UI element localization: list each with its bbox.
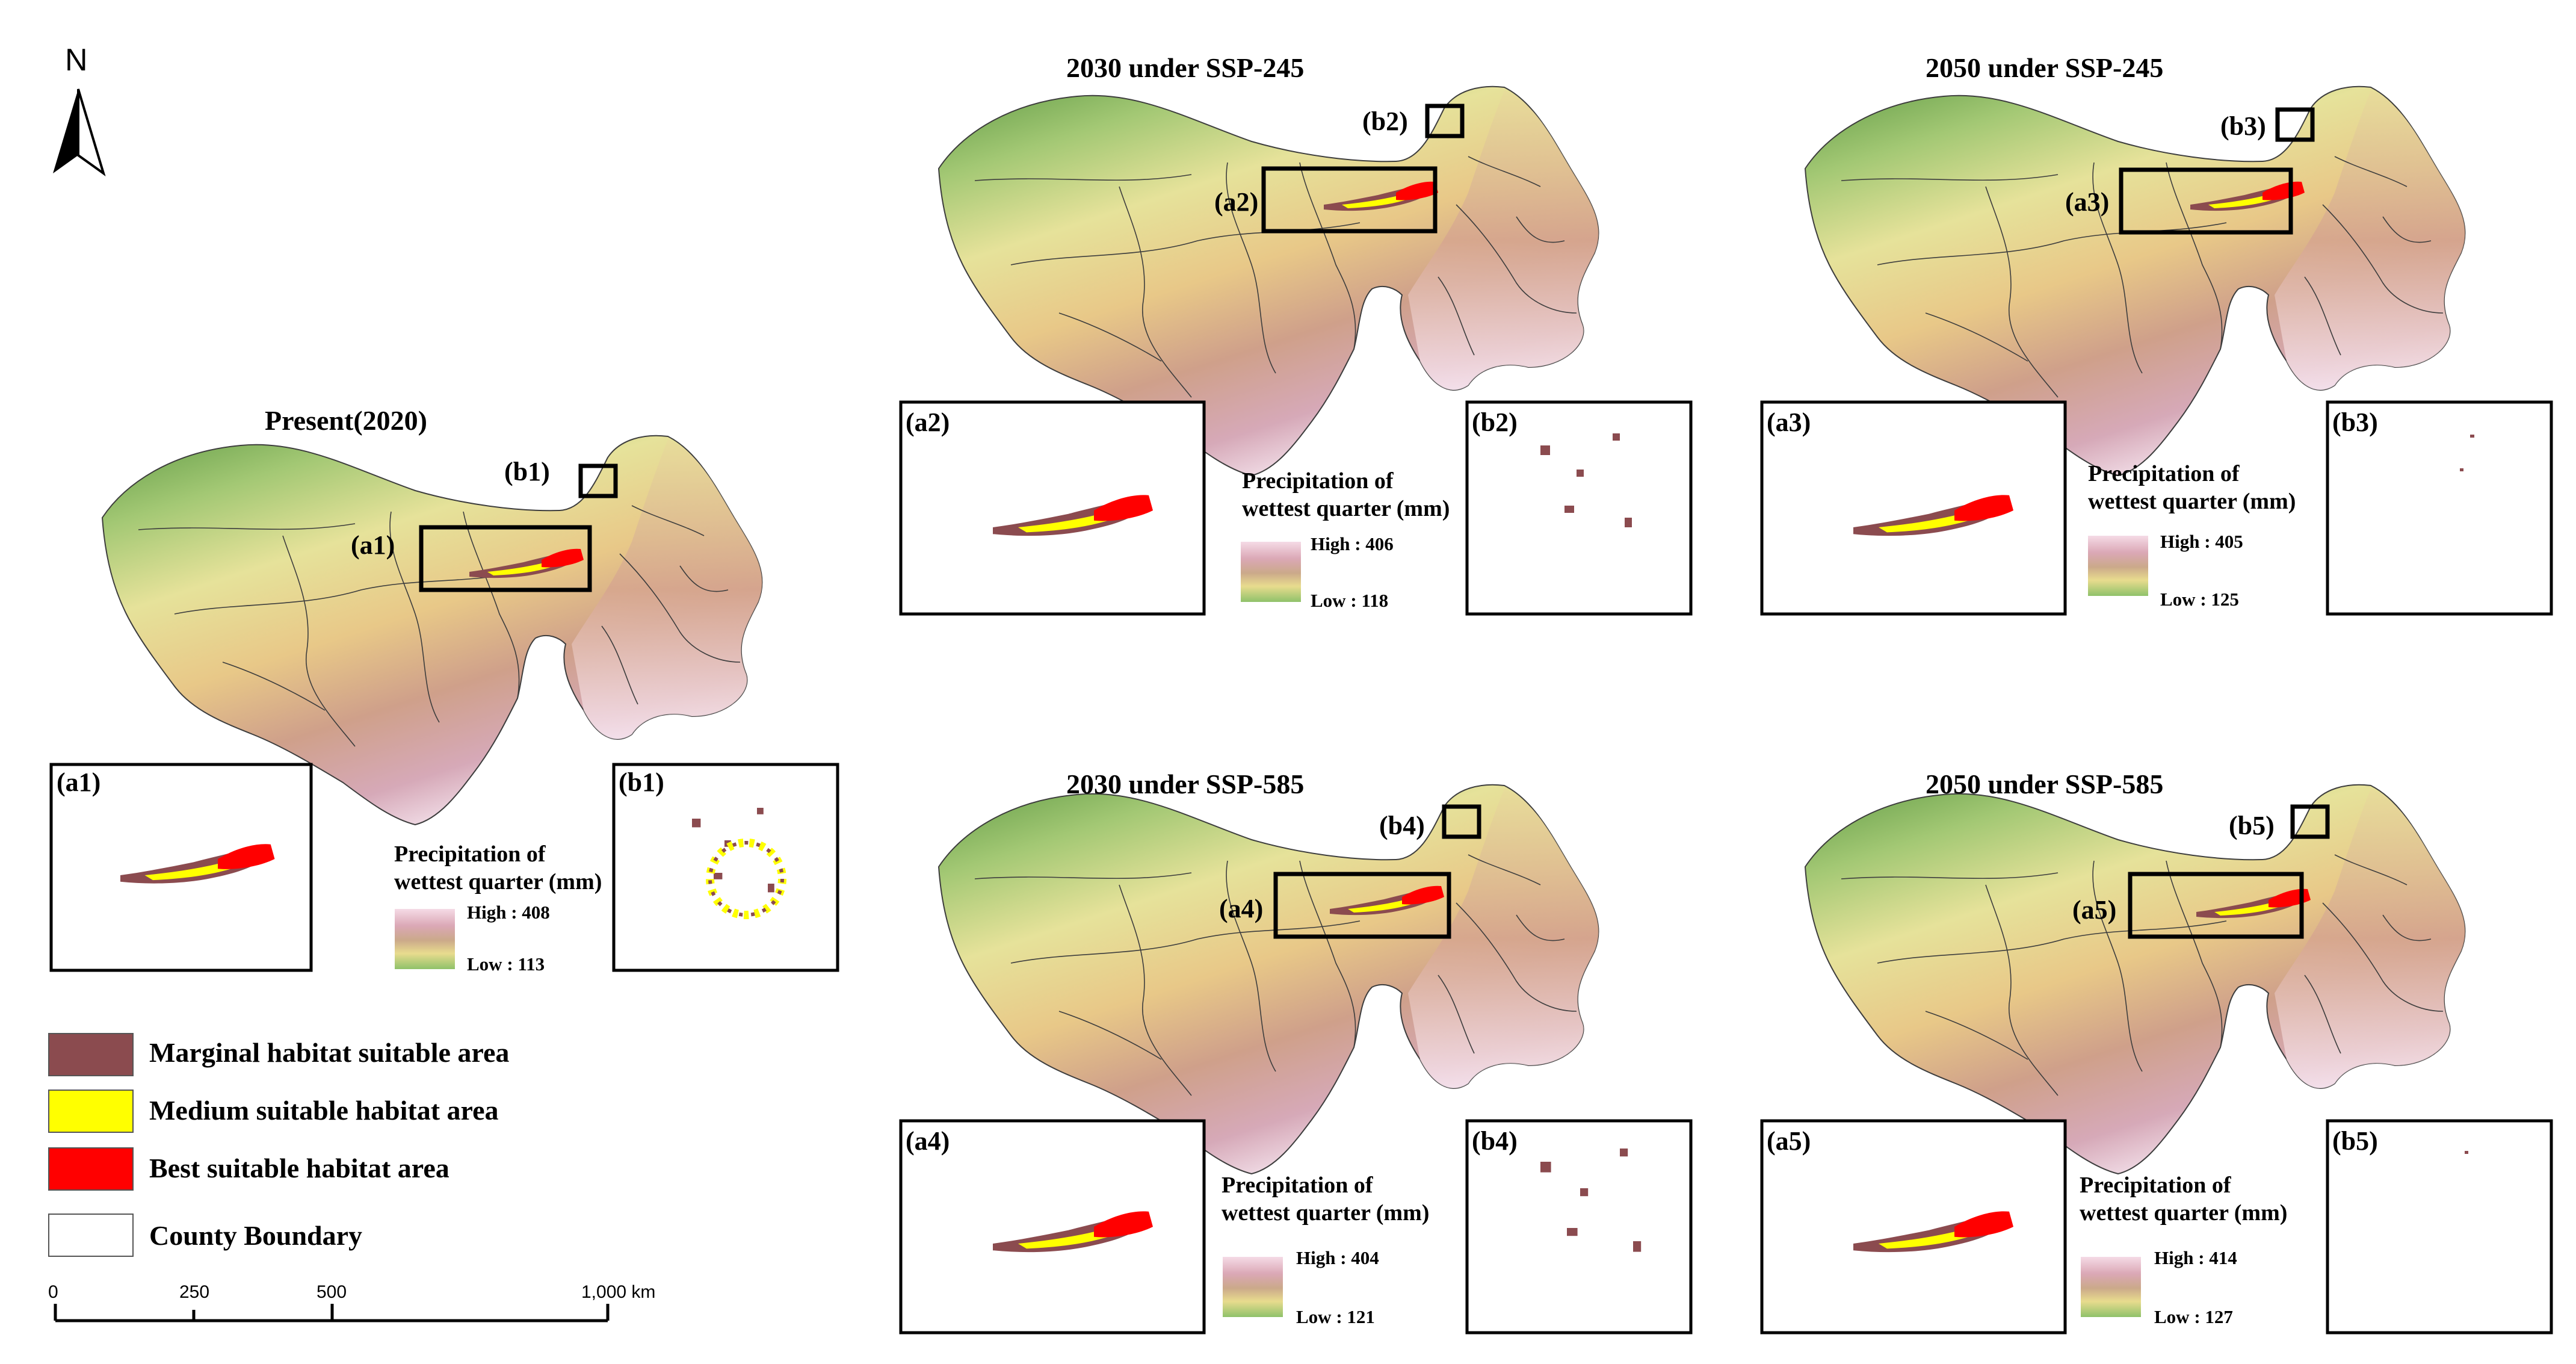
inset-frame-b3	[2275, 107, 2315, 142]
panel-title-2030-585: 2030 under SSP-585	[1066, 769, 1305, 799]
legend-low-2050-585: Low : 127	[2154, 1306, 2233, 1327]
legend-ramp-2050-245	[2088, 536, 2148, 596]
map-2050-ssp245	[1805, 85, 2466, 477]
legend-title-present: Precipitation of wettest quarter (mm)	[394, 842, 602, 894]
inset-frame-b4	[1442, 804, 1481, 839]
inset-tag-b5: (b5)	[2332, 1126, 2378, 1156]
north-label: N	[65, 43, 88, 78]
inset-tag-a3: (a3)	[1767, 408, 1811, 437]
map-tag-a1: (a1)	[351, 530, 395, 560]
panel-title-2050-585: 2050 under SSP-585	[1926, 769, 2164, 799]
map-tag-a4: (a4)	[1219, 894, 1264, 923]
map-tag-a5: (a5)	[2072, 895, 2117, 925]
legend-low-present: Low : 113	[467, 953, 545, 975]
legend-swatch-best	[48, 1147, 134, 1191]
panel-title-present: Present(2020)	[265, 405, 427, 436]
scale-bar	[54, 1304, 610, 1322]
legend-title-2050-245: Precipitation of wettest quarter (mm)	[2088, 461, 2296, 514]
legend-label-county-boundary: County Boundary	[149, 1220, 363, 1251]
scale-tick-1000: 1,000 km	[581, 1282, 656, 1302]
legend-swatch-county-boundary	[48, 1214, 134, 1257]
map-2030-ssp245	[938, 85, 1599, 477]
legend-ramp-2030-245	[1241, 542, 1301, 602]
legend-high-2050-245: High : 405	[2160, 531, 2243, 552]
legend-title-2050-585: Precipitation of wettest quarter (mm)	[2080, 1173, 2288, 1226]
scale-tick-250: 250	[179, 1282, 210, 1302]
inset-frame-a5	[2128, 872, 2304, 939]
legend-label-marginal: Marginal habitat suitable area	[149, 1037, 510, 1068]
map-2050-ssp585	[1805, 784, 2466, 1174]
map-tag-b4: (b4)	[1379, 811, 1425, 840]
legend-swatch-marginal	[48, 1033, 134, 1076]
map-tag-a3: (a3)	[2065, 187, 2110, 217]
panel-title-2050-245: 2050 under SSP-245	[1926, 52, 2164, 83]
inset-frame-a4	[1273, 872, 1451, 939]
inset-tag-a4: (a4)	[906, 1126, 950, 1156]
inset-tag-a2: (a2)	[906, 408, 950, 437]
inset-contents	[49, 400, 2553, 1335]
legend-ramp-2030-585	[1223, 1257, 1283, 1317]
map-2030-ssp585	[938, 784, 1599, 1174]
north-arrow-icon	[53, 88, 106, 177]
inset-frame-a1	[419, 525, 592, 592]
legend-label-best: Best suitable habitat area	[149, 1153, 449, 1183]
inset-frame-b2	[1425, 104, 1465, 138]
map-present-2020	[102, 435, 763, 825]
legend-ramp-2050-585	[2081, 1257, 2141, 1317]
legend-label-medium: Medium suitable habitat area	[149, 1095, 499, 1126]
inset-tag-b4: (b4)	[1472, 1126, 1518, 1156]
inset-tag-b1: (b1)	[619, 767, 664, 797]
inset-frame-b1	[578, 463, 618, 498]
legend-swatch-medium	[48, 1090, 134, 1133]
inset-frame-b5	[2290, 804, 2330, 839]
panel-title-2030-245: 2030 under SSP-245	[1066, 52, 1305, 83]
scale-tick-500: 500	[317, 1282, 347, 1302]
map-tag-b1: (b1)	[504, 457, 550, 486]
legend-low-2050-245: Low : 125	[2160, 589, 2239, 610]
map-tag-b2: (b2)	[1362, 107, 1408, 136]
inset-tag-b2: (b2)	[1472, 408, 1518, 437]
legend-ramp-present	[395, 909, 455, 969]
legend-low-2030-245: Low : 118	[1311, 590, 1389, 611]
legend-high-2030-585: High : 404	[1296, 1247, 1379, 1268]
inset-tag-b3: (b3)	[2332, 408, 2378, 437]
legend-title-2030-585: Precipitation of wettest quarter (mm)	[1222, 1173, 1430, 1226]
map-tag-b3: (b3)	[2220, 111, 2266, 141]
legend-high-2050-585: High : 414	[2154, 1247, 2237, 1268]
inset-tag-a1: (a1)	[57, 767, 101, 797]
legend-high-2030-245: High : 406	[1311, 533, 1394, 554]
scale-tick-0: 0	[48, 1282, 58, 1302]
legend-high-present: High : 408	[467, 902, 550, 923]
inset-frame-a3	[2119, 167, 2293, 235]
map-tag-b5: (b5)	[2229, 811, 2275, 840]
legend-low-2030-585: Low : 121	[1296, 1306, 1375, 1327]
inset-tag-a5: (a5)	[1767, 1126, 1811, 1156]
legend-title-2030-245: Precipitation of wettest quarter (mm)	[1242, 468, 1450, 521]
map-tag-a2: (a2)	[1214, 187, 1259, 217]
inset-frame-a2	[1261, 166, 1438, 234]
